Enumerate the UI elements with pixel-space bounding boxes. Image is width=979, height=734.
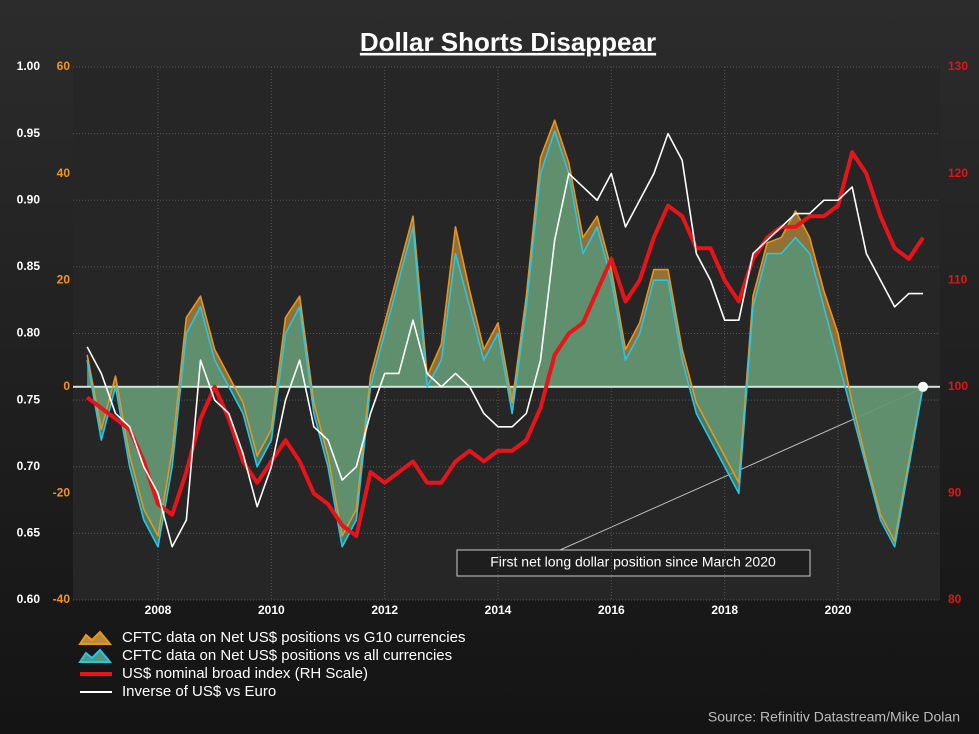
line — [86, 130, 924, 548]
y-tick-label: 0.80 — [17, 326, 41, 340]
zero-band — [73, 385, 940, 388]
annotation: First net long dollar position since Mar… — [490, 554, 776, 570]
y3-tick-label: 100 — [948, 379, 968, 393]
area — [87, 130, 923, 547]
line — [86, 132, 923, 548]
legend-icon — [78, 630, 113, 645]
y2-tick-label: 40 — [57, 166, 71, 180]
y2-tick-label: 20 — [57, 272, 71, 286]
y3-tick-label: 80 — [948, 592, 962, 606]
x-tick-label: 2014 — [485, 603, 512, 617]
legend-label: Inverse of US$ vs Euro — [122, 683, 276, 700]
y2-tick-label: -40 — [53, 592, 71, 606]
legend-label: US$ nominal broad index (RH Scale) — [122, 665, 368, 682]
y-tick-label: 1.00 — [17, 59, 41, 73]
y-tick-label: 0.75 — [17, 392, 41, 406]
legend-icon — [78, 648, 113, 663]
y2-tick-label: -20 — [53, 486, 71, 500]
x-tick-label: 2008 — [145, 603, 172, 617]
line — [86, 119, 924, 543]
x-tick-label: 2010 — [258, 603, 285, 617]
source: Source: Refinitiv Datastream/Mike Dolan — [708, 709, 960, 725]
y-tick-label: 0.90 — [17, 192, 41, 206]
y3-tick-label: 130 — [948, 59, 968, 73]
x-tick-label: 2018 — [711, 603, 738, 617]
y-tick-label: 0.60 — [17, 592, 41, 606]
y-tick-label: 0.85 — [17, 259, 41, 273]
y-tick-label: 0.70 — [17, 459, 41, 473]
line — [85, 150, 925, 539]
y-tick-label: 0.65 — [17, 526, 41, 540]
y3-tick-label: 90 — [948, 486, 962, 500]
y3-tick-label: 120 — [948, 166, 968, 180]
y3-tick-label: 110 — [948, 272, 968, 286]
y-tick-label: 0.95 — [17, 126, 41, 140]
annotation-box — [456, 549, 811, 577]
legend-label: CFTC data on Net US$ positions vs all cu… — [122, 647, 452, 664]
legend-label: CFTC data on Net US$ positions vs G10 cu… — [122, 629, 465, 646]
x-tick-label: 2020 — [825, 603, 852, 617]
highlight-point — [918, 381, 928, 392]
y2-tick-label: 0 — [63, 379, 70, 393]
x-tick-label: 2016 — [598, 603, 625, 617]
x-tick-label: 2012 — [371, 603, 398, 617]
y2-tick-label: 60 — [57, 59, 71, 73]
chart-title: Dollar Shorts Disappear — [360, 27, 656, 57]
